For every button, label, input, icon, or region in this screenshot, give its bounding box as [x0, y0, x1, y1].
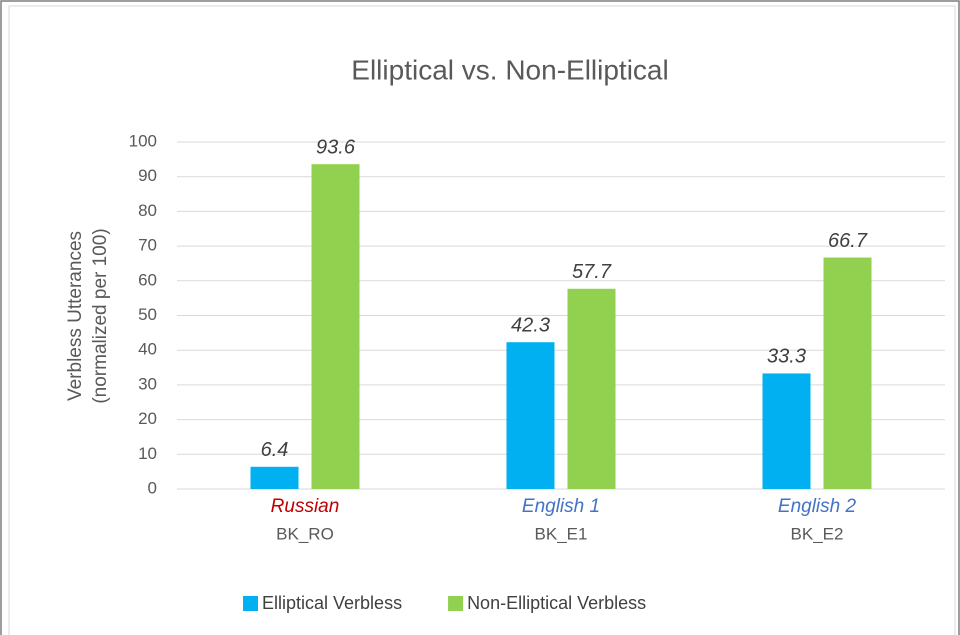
bar	[567, 288, 616, 489]
x-tick-label: BK_RO	[276, 524, 334, 543]
bar	[823, 257, 872, 489]
x-group-label: English 2	[778, 496, 857, 517]
bar	[311, 164, 360, 489]
y-tick-label: 30	[138, 374, 157, 393]
y-tick-label: 50	[138, 305, 157, 324]
bar	[250, 466, 299, 489]
value-label: 6.4	[261, 439, 289, 461]
y-tick-label: 90	[138, 166, 157, 185]
value-label: 57.7	[572, 261, 612, 283]
y-tick-label: 80	[138, 201, 157, 220]
x-group-label: English 1	[522, 496, 600, 517]
value-label: 66.7	[828, 230, 868, 252]
y-axis-title-line: (normalized per 100)	[90, 228, 111, 403]
bar	[762, 373, 811, 489]
chart-title: Elliptical vs. Non-Elliptical	[351, 54, 668, 85]
y-tick-label: 100	[129, 131, 157, 150]
y-tick-label: 40	[138, 340, 157, 359]
legend-swatch	[448, 596, 464, 611]
bar	[506, 342, 555, 489]
x-tick-label: BK_E2	[791, 524, 844, 543]
legend-label: Elliptical Verbless	[262, 593, 402, 613]
legend-swatch	[243, 596, 258, 611]
value-label: 33.3	[767, 346, 806, 368]
legend-label: Non-Elliptical Verbless	[467, 593, 646, 613]
y-tick-label: 20	[138, 409, 157, 428]
value-label: 42.3	[511, 315, 550, 337]
y-tick-label: 60	[138, 270, 157, 289]
x-group-label: Russian	[271, 496, 340, 517]
y-tick-label: 70	[138, 236, 157, 255]
chart-border	[8, 5, 956, 635]
y-axis-title-line: Verbless Utterances	[65, 231, 86, 401]
y-tick-label: 0	[148, 478, 157, 497]
x-tick-label: BK_E1	[535, 524, 588, 543]
y-tick-label: 10	[138, 444, 157, 463]
y-axis-title: Verbless Utterances (normalized per 100)	[65, 228, 111, 403]
value-label: 93.6	[316, 136, 356, 158]
